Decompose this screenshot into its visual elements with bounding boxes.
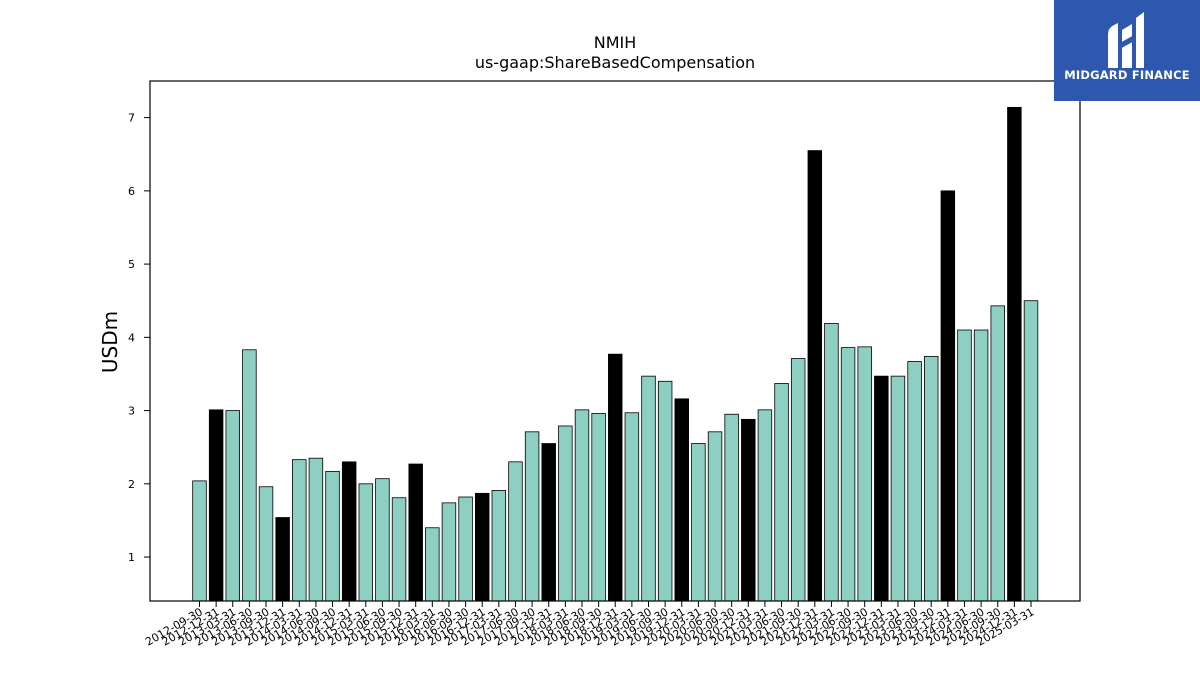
bars-group [192,106,1039,602]
bar-2020-09-30 [724,413,739,602]
bar-2013-09-30 [258,486,274,602]
bar-2020-03-31 [691,443,706,602]
bar-2023-06-30 [907,361,922,602]
bar-2016-12-31 [474,492,490,602]
y-tick-label: 6 [128,185,135,198]
y-tick-label: 7 [128,112,135,125]
bar-2019-12-31 [674,398,689,602]
bar-2022-03-31 [824,323,839,602]
bar-2020-12-31 [741,418,756,602]
bar-2014-06-30 [308,457,324,602]
bar-2018-12-31 [608,353,623,602]
bar-2018-06-30 [574,409,590,602]
bar-2013-03-31 [225,410,240,602]
chart-title: NMIH [594,33,637,52]
bar-2013-06-30 [242,349,257,602]
bar-2015-09-30 [391,497,407,602]
y-tick-label: 1 [128,551,135,564]
bar-2012-09-30 [192,480,207,602]
bar-2024-12-31 [1007,106,1022,602]
bar-2021-06-30 [774,383,789,602]
bar-2014-09-30 [325,470,340,602]
y-tick-label: 3 [128,405,135,418]
bar-2025-03-31 [1023,300,1039,602]
bar-2021-09-30 [790,358,806,602]
bar-2022-09-30 [857,346,872,602]
bar-2016-06-30 [441,502,457,602]
y-axis: 1 2 3 4 5 6 7 [128,112,150,564]
bar-2024-09-30 [990,305,1005,602]
logo-text: MIDGARD FINANCE [1064,68,1190,82]
bar-2023-12-31 [940,190,956,602]
bar-2016-09-30 [458,496,473,602]
bar-2014-03-31 [292,459,307,602]
bar-2019-09-30 [657,380,673,602]
bar-2017-06-30 [508,461,523,602]
bar-2021-12-31 [807,150,823,602]
bar-2018-09-30 [591,413,606,602]
bar-2024-06-30 [973,329,989,602]
bar-2018-03-31 [558,425,573,602]
bar-2021-03-31 [757,409,773,602]
bar-2012-12-31 [208,409,224,602]
bar-2015-12-31 [408,463,423,602]
y-tick-label: 5 [128,258,135,271]
y-tick-label: 4 [128,331,135,344]
bar-2019-03-31 [624,412,640,602]
bar-2022-12-31 [874,375,889,602]
y-tick-label: 2 [128,478,135,491]
bar-2020-06-30 [707,431,723,602]
x-axis: 2012-09-302012-12-312013-03-312013-06-30… [143,601,1037,649]
bar-2015-03-31 [358,483,374,602]
bar-2017-03-31 [491,490,507,602]
bar-2016-03-31 [425,527,440,602]
bar-2023-09-30 [924,355,939,602]
midgard-logo-icon [1108,12,1144,68]
chart-subtitle: us-gaap:ShareBasedCompensation [475,53,755,72]
bar-2017-12-31 [541,443,556,602]
bar-2015-06-30 [375,478,390,602]
bar-2022-06-30 [840,347,856,602]
bar-2017-09-30 [524,431,540,602]
midgard-finance-logo: MIDGARD FINANCE [1054,0,1200,101]
bar-2014-12-31 [341,461,357,602]
bar-2023-03-31 [890,375,906,602]
bar-2019-06-30 [641,375,656,602]
bar-2013-12-31 [275,517,290,602]
plot-frame [149,80,1081,602]
y-axis-label: USDm [98,311,122,373]
bar-2024-03-31 [957,329,972,602]
